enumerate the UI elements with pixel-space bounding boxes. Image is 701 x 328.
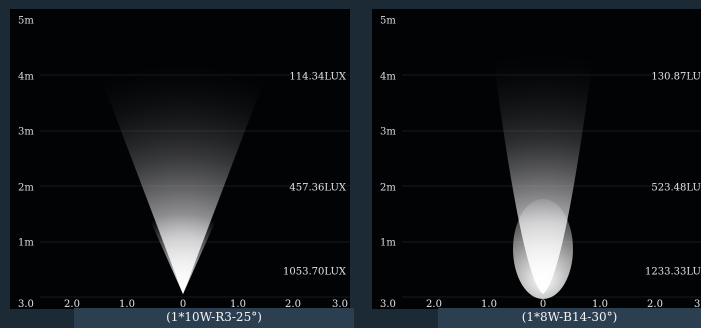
x-tick-label: 1.0	[592, 299, 608, 309]
x-tick-label: 1.0	[481, 299, 497, 309]
beam-cone-left	[90, 29, 276, 294]
beam-core-left	[145, 201, 221, 294]
x-tick-label: 3.0	[694, 299, 701, 309]
illuminance-label: 523.48LUX	[651, 182, 701, 194]
y-tick-label: 4m	[380, 71, 396, 83]
beam-core-right	[513, 199, 573, 299]
illuminance-label: 1233.33LUX	[645, 266, 701, 278]
caption-left: (1*10W-R3-25°)	[74, 308, 354, 328]
y-tick-label: 1m	[18, 237, 34, 249]
y-tick-label: 2m	[380, 182, 396, 194]
beam-cone-right	[492, 34, 594, 294]
x-tick-label: 2.0	[426, 299, 442, 309]
x-tick-label: 0	[539, 299, 547, 309]
caption-right: (1*8W-B14-30°)	[438, 308, 701, 328]
x-tick-label: 3.0	[18, 299, 34, 309]
y-tick-label: 3m	[380, 126, 396, 138]
y-tick-label: 2m	[18, 182, 34, 194]
y-tick-label: 3m	[18, 126, 34, 138]
x-tick-label: 2.0	[64, 299, 80, 309]
y-tick-label: 5m	[380, 15, 396, 27]
beam-svg-left	[40, 29, 350, 298]
x-tick-label: 2.0	[285, 299, 301, 309]
x-tick-label: 3.0	[332, 299, 348, 309]
beam-chart-right: 5m 4m 3m 2m 1m 3.0 2.0 1.0 0 1.0 2.0 3.0 130.87LUX 52…	[372, 9, 701, 309]
y-tick-label: 4m	[18, 71, 34, 83]
illuminance-label: 130.87LUX	[651, 71, 701, 83]
illuminance-label: 114.34LUX	[289, 71, 346, 83]
y-tick-label: 5m	[18, 15, 34, 27]
x-tick-label: 3.0	[380, 299, 396, 309]
illuminance-label: 457.36LUX	[289, 182, 346, 194]
x-tick-label: 1.0	[230, 299, 246, 309]
illuminance-label: 1053.70LUX	[283, 266, 346, 278]
x-tick-label: 1.0	[119, 299, 135, 309]
x-tick-label: 2.0	[647, 299, 663, 309]
beam-svg-right	[402, 34, 701, 299]
x-tick-label: 0	[179, 299, 187, 309]
y-tick-label: 1m	[380, 237, 396, 249]
beam-chart-left: 5m 4m 3m 2m 1m 3.0 2.0 1.0 0 1.0 2.0 3.0 114.34LUX 45…	[10, 9, 350, 309]
